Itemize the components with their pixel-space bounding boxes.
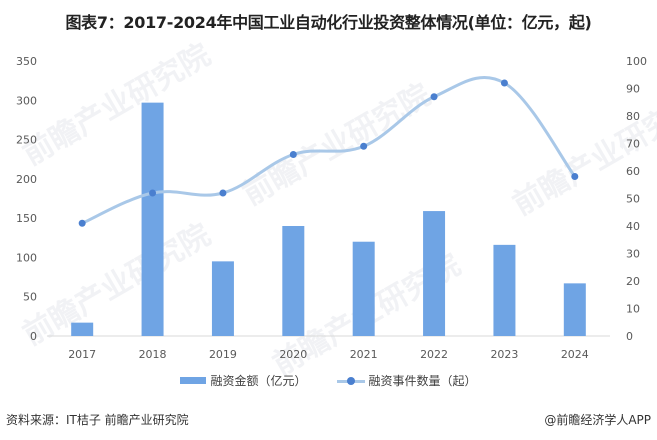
source-note: 资料来源：IT桔子 前瞻产业研究院 bbox=[6, 413, 189, 427]
right-y-axis: 0 10 20 30 40 50 60 70 80 90 100 bbox=[626, 55, 647, 343]
right-axis-tick: 10 bbox=[626, 303, 640, 316]
legend-line-label: 融资事件数量（起） bbox=[368, 374, 477, 388]
x-axis-tick: 2022 bbox=[420, 348, 448, 361]
bar bbox=[71, 322, 94, 336]
line-marker bbox=[78, 219, 86, 227]
line-marker bbox=[430, 93, 438, 101]
line-marker-swatch-icon bbox=[336, 376, 365, 386]
right-axis-tick: 80 bbox=[626, 110, 640, 123]
brand-credit: @前瞻经济学人APP bbox=[544, 413, 651, 427]
x-axis-tick: 2019 bbox=[209, 348, 237, 361]
legend-bar-label: 融资金额（亿元） bbox=[210, 374, 307, 388]
left-axis-tick: 200 bbox=[16, 173, 37, 186]
bar-swatch-icon bbox=[180, 377, 207, 384]
line-marker bbox=[571, 173, 579, 180]
legend-item-line: 融资事件数量（起） bbox=[336, 372, 477, 389]
left-axis-tick: 150 bbox=[16, 212, 37, 225]
right-axis-tick: 30 bbox=[626, 248, 640, 261]
x-axis-tick: 2020 bbox=[279, 348, 307, 361]
line-marker bbox=[360, 142, 368, 150]
left-axis-tick: 350 bbox=[16, 55, 37, 68]
right-axis-tick: 70 bbox=[626, 138, 640, 151]
left-y-axis: 0 50 100 150 200 250 300 350 bbox=[16, 55, 37, 343]
left-axis-tick: 300 bbox=[16, 94, 37, 107]
bar bbox=[141, 102, 164, 337]
left-axis-tick: 50 bbox=[23, 291, 37, 304]
left-axis-tick: 100 bbox=[16, 251, 37, 264]
x-axis-tick: 2021 bbox=[350, 348, 378, 361]
line-marker bbox=[500, 79, 508, 87]
right-axis-tick: 60 bbox=[626, 165, 640, 178]
left-axis-tick: 250 bbox=[16, 134, 37, 147]
right-axis-tick: 50 bbox=[626, 193, 640, 206]
bar bbox=[493, 244, 516, 336]
right-axis-tick: 0 bbox=[626, 330, 633, 343]
right-axis-tick: 40 bbox=[626, 220, 640, 233]
legend: 融资金额（亿元） 融资事件数量（起） bbox=[0, 372, 657, 389]
right-axis-tick: 20 bbox=[626, 275, 640, 288]
x-axis-tick: 2023 bbox=[490, 348, 518, 361]
x-axis-tick: 2024 bbox=[561, 348, 589, 361]
right-axis-tick: 90 bbox=[626, 83, 640, 96]
bar bbox=[423, 211, 446, 336]
bar bbox=[282, 226, 305, 336]
bar bbox=[352, 241, 375, 336]
bar-series bbox=[71, 102, 586, 337]
x-axis-tick: 2017 bbox=[68, 348, 96, 361]
bar bbox=[563, 283, 586, 336]
legend-item-bar: 融资金额（亿元） bbox=[180, 372, 307, 389]
right-axis-tick: 100 bbox=[626, 55, 647, 68]
x-axis-tick: 2018 bbox=[139, 348, 167, 361]
bar bbox=[211, 261, 234, 336]
line-markers bbox=[78, 79, 579, 227]
line-marker bbox=[149, 189, 157, 197]
line-marker bbox=[289, 151, 297, 158]
line-marker bbox=[219, 189, 227, 197]
left-axis-tick: 0 bbox=[30, 330, 37, 343]
x-axis-labels: 2017 2018 2019 2020 2021 2022 2023 2024 bbox=[68, 348, 589, 361]
chart-title: 图表7：2017-2024年中国工业自动化行业投资整体情况(单位：亿元，起) bbox=[65, 13, 592, 32]
